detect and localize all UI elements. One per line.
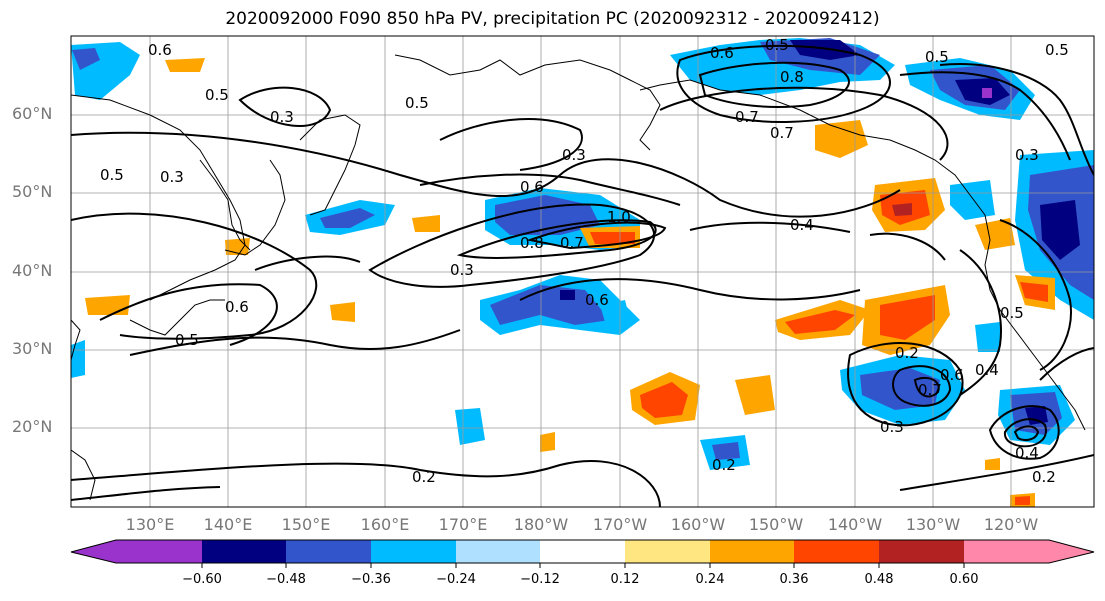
colorbar-tick-label: 0.60 <box>949 572 979 587</box>
contour-label: 0.5 <box>925 48 949 66</box>
lat-label: 40°N <box>12 261 53 280</box>
contour-label: 0.6 <box>585 291 609 309</box>
contour-label: 0.5 <box>1045 41 1069 59</box>
contour-label: 0.2 <box>895 344 919 362</box>
colorbar-segment <box>879 540 964 563</box>
lat-label: 60°N <box>12 104 53 123</box>
contour-label: 0.7 <box>770 124 794 142</box>
contour-label: 0.5 <box>175 331 199 349</box>
colorbar-segment <box>710 540 794 563</box>
lon-label: 130°W <box>905 515 961 534</box>
colorbar-segment <box>540 540 625 563</box>
lon-label: 160°W <box>670 515 726 534</box>
colorbar-tick-label: −0.60 <box>182 572 222 587</box>
colorbar-min-arrow <box>71 540 116 563</box>
contour-label: 0.7 <box>735 108 759 126</box>
contour-label: 0.3 <box>160 168 184 186</box>
lon-label: 150°W <box>748 515 804 534</box>
colorbar <box>70 539 1095 568</box>
precip-shading <box>71 38 1094 507</box>
contour-label: 0.6 <box>940 366 964 384</box>
colorbar-tick-label: 0.36 <box>779 572 809 587</box>
pv-contour-labels: 0.6 0.5 0.3 0.5 0.3 0.5 0.3 0.3 0.6 1.0 … <box>100 36 1069 486</box>
contour-label: 0.2 <box>1032 468 1056 486</box>
colorbar-segment <box>456 540 540 563</box>
contour-label: 0.5 <box>1000 304 1024 322</box>
colorbar-segment <box>116 540 202 563</box>
lon-label: 180°W <box>513 515 569 534</box>
colorbar-tick-label: −0.12 <box>520 572 560 587</box>
colorbar-segment <box>371 540 456 563</box>
lon-label: 170°E <box>438 515 488 534</box>
lon-label: 140°W <box>827 515 883 534</box>
colorbar-tick-label: −0.48 <box>266 572 306 587</box>
contour-label: 0.4 <box>1015 444 1039 462</box>
colorbar-segment <box>794 540 879 563</box>
colorbar-tick-label: 0.12 <box>610 572 640 587</box>
contour-label: 0.3 <box>1015 146 1039 164</box>
contour-label: 0.3 <box>562 146 586 164</box>
contour-label: 0.3 <box>270 108 294 126</box>
colorbar-segment <box>625 540 710 563</box>
contour-label: 0.6 <box>225 298 249 316</box>
lat-label: 30°N <box>12 339 53 358</box>
colorbar-max-arrow <box>1049 540 1094 563</box>
colorbar-tick-label: 0.24 <box>695 572 725 587</box>
contour-label: 0.4 <box>790 216 814 234</box>
contour-label: 0.7 <box>918 381 942 399</box>
contour-label: 0.5 <box>205 86 229 104</box>
colorbar-segment <box>202 540 286 563</box>
colorbar-tick-label: −0.36 <box>351 572 391 587</box>
colorbar-tick-label: −0.24 <box>436 572 476 587</box>
lon-label: 150°E <box>281 515 331 534</box>
contour-label: 0.6 <box>520 178 544 196</box>
contour-label: 0.5 <box>100 166 124 184</box>
colorbar-segment <box>286 540 371 563</box>
contour-label: 0.6 <box>710 44 734 62</box>
contour-label: 0.3 <box>880 418 904 436</box>
lat-label: 50°N <box>12 182 53 201</box>
lon-label: 140°E <box>203 515 253 534</box>
contour-label: 0.8 <box>780 68 804 86</box>
lon-label: 130°E <box>125 515 175 534</box>
map-title: 2020092000 F090 850 hPa PV, precipitatio… <box>225 9 880 29</box>
lon-label: 170°W <box>592 515 648 534</box>
contour-label: 0.7 <box>560 234 584 252</box>
lon-label: 160°E <box>360 515 410 534</box>
lon-label: 120°W <box>983 515 1039 534</box>
pv-contours <box>71 44 1094 507</box>
contour-label: 0.5 <box>765 36 789 54</box>
contour-label: 0.2 <box>712 456 736 474</box>
coastlines <box>71 54 1086 501</box>
colorbar-tick-label: 0.48 <box>864 572 894 587</box>
contour-label: 0.6 <box>148 41 172 59</box>
colorbar-segment <box>964 540 1049 563</box>
lat-label: 20°N <box>12 417 53 436</box>
contour-label: 0.4 <box>975 361 999 379</box>
contour-label: 0.8 <box>520 234 544 252</box>
contour-label: 0.2 <box>412 468 436 486</box>
contour-label: 1.0 <box>607 208 631 226</box>
map-gridlines <box>71 36 1094 507</box>
contour-label: 0.5 <box>405 94 429 112</box>
contour-label: 0.3 <box>450 261 474 279</box>
